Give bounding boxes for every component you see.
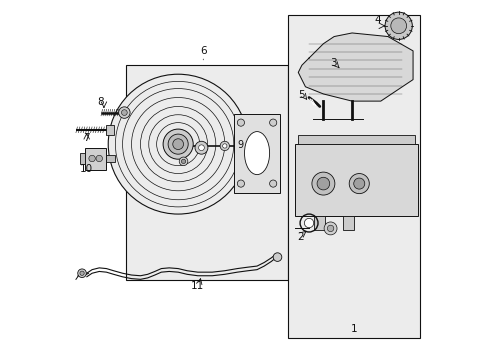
Bar [80,153,85,164]
Circle shape [304,219,313,228]
Ellipse shape [244,132,269,175]
Circle shape [237,180,244,187]
Bar [287,15,419,338]
Circle shape [353,178,364,189]
Circle shape [121,110,127,116]
Circle shape [390,18,406,34]
Circle shape [119,107,130,118]
Circle shape [384,12,411,40]
Circle shape [163,129,193,159]
Text: 8: 8 [98,97,104,107]
Circle shape [89,155,95,162]
Circle shape [348,174,368,194]
Circle shape [324,222,336,235]
Circle shape [80,271,84,275]
Circle shape [269,119,276,126]
Circle shape [220,141,229,150]
Text: 7: 7 [83,133,90,143]
Bar [294,144,418,216]
Text: 1: 1 [350,324,356,334]
Circle shape [316,177,329,190]
Bar [298,135,414,144]
Polygon shape [298,33,412,101]
Text: 2: 2 [296,232,303,242]
Circle shape [311,172,334,195]
Circle shape [326,225,333,231]
Text: 4: 4 [373,15,380,25]
Circle shape [237,119,244,126]
Circle shape [78,269,86,278]
Circle shape [172,139,183,149]
Circle shape [222,144,226,148]
Bar [85,148,106,170]
Text: 6: 6 [200,46,206,56]
Circle shape [273,253,281,261]
Text: 9: 9 [237,140,243,150]
Circle shape [195,141,207,154]
Circle shape [108,74,247,214]
Text: 5: 5 [298,90,305,100]
Bar [126,65,287,280]
Circle shape [269,180,276,187]
Bar [314,216,325,230]
Circle shape [179,157,187,166]
Circle shape [96,155,102,162]
Bar [343,216,353,230]
Circle shape [181,159,185,163]
Bar [233,114,280,193]
Bar [106,125,114,135]
Bar [106,155,115,162]
Text: 3: 3 [329,58,336,68]
Text: 11: 11 [191,281,204,291]
Circle shape [168,134,188,154]
Text: 10: 10 [79,164,92,174]
Circle shape [198,145,204,150]
